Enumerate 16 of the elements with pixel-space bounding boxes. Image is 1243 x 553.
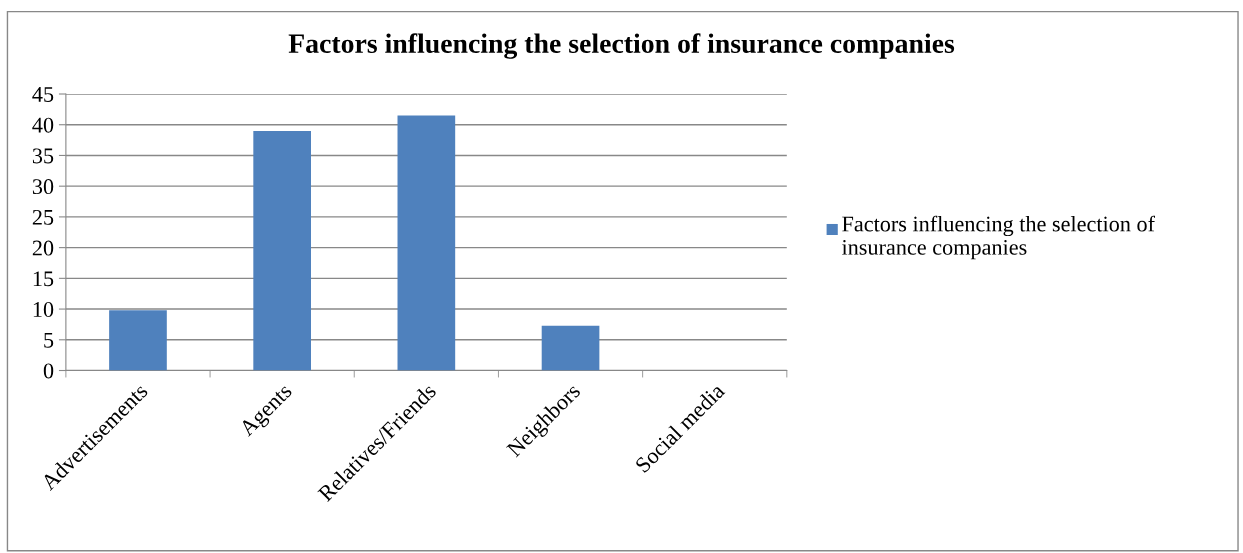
legend-label: Factors influencing the selection of insurance companies: [841, 215, 1155, 260]
bar: [253, 130, 311, 371]
y-tick-label: 10: [33, 302, 54, 317]
bar: [109, 310, 167, 371]
bar: [541, 325, 600, 371]
y-tick-label: 35: [32, 148, 54, 164]
y-tick-label: 40: [32, 117, 54, 133]
y-tick-label: 20: [32, 240, 54, 256]
y-tick-label: 5: [44, 332, 54, 348]
y-tick-label: 0: [43, 363, 54, 379]
y-tick-label: 30: [32, 179, 54, 195]
y-tick-label: 25: [32, 209, 54, 225]
y-tick-label: 15: [33, 271, 54, 287]
bar: [397, 115, 456, 371]
chart-title: Factors influencing the selection of insurance companies: [288, 33, 955, 59]
y-tick-label: 45: [32, 87, 54, 102]
